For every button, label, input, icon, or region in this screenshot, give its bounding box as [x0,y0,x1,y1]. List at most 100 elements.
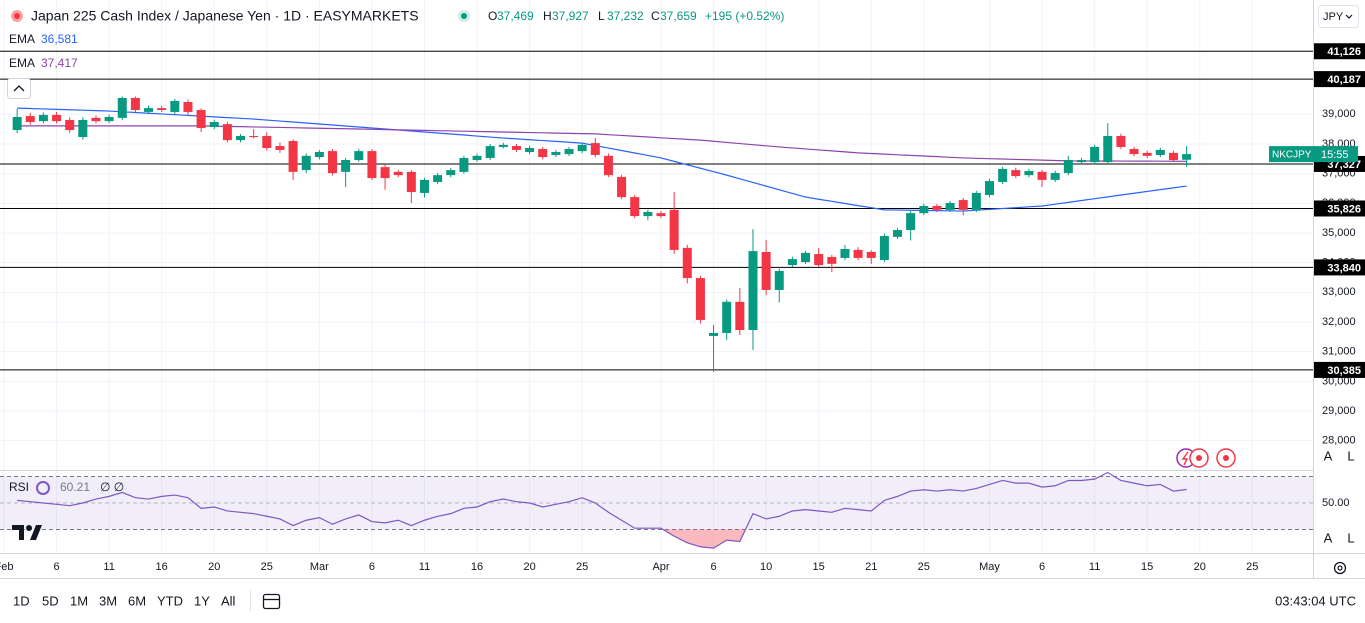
candle-body [249,135,259,138]
candle-body [761,251,771,290]
candle-body [262,135,272,148]
settings-icon-center [1337,565,1343,571]
hline-label: 40,187 [1327,74,1361,86]
currency-button[interactable] [1318,5,1359,28]
y-tick-label: 35,000 [1322,227,1356,239]
candle-body [709,332,719,336]
x-tick-label: 11 [1089,561,1100,573]
y-tick-label: 28,000 [1322,435,1356,447]
price-axis [1313,0,1365,578]
hline-label-box [1314,259,1365,276]
candle-body [1168,152,1178,161]
hline-label-box [1314,43,1365,60]
rsi-pane [17,471,1187,549]
range-button[interactable]: 1D [13,593,30,608]
candle-body [157,108,167,111]
x-tick-label: 16 [156,561,168,573]
range-button[interactable]: All [221,593,236,608]
candle-body [25,116,35,123]
x-tick-label: 20 [523,561,535,573]
rsi-legend-value: 60.21 [60,480,90,494]
scale-button[interactable]: A [1324,448,1333,463]
scale-button[interactable]: A [1324,530,1333,545]
symbol-label-box [1269,146,1314,163]
x-tick-label: 15 [1141,561,1153,573]
candle-body [1063,160,1073,174]
candle-body [498,144,508,147]
candle-body [998,168,1008,182]
axis-background [1313,0,1365,578]
range-button[interactable]: 1Y [194,593,210,608]
candle-body [643,211,653,217]
chevron-up-icon [13,85,25,92]
candle-body [656,213,666,217]
candle-body [971,192,981,210]
hline-label-box [1314,200,1365,217]
rsi-legend-name: RSI [9,480,29,494]
rsi-legend-extra: ∅ ∅ [100,480,124,494]
ohlc-value: 37,232 [607,9,644,23]
y-tick-label: 29,000 [1322,405,1356,417]
event-icon-bolt [1181,451,1189,466]
calendar-icon[interactable] [262,593,281,610]
event-icon-dot [1196,455,1202,461]
candle-body [748,251,758,331]
candle-body [682,247,692,279]
candle-body [367,151,377,179]
logo [12,525,42,540]
candle-body [459,157,469,172]
x-tick-label: 20 [1194,561,1206,573]
y-tick-label: 39,000 [1322,108,1356,120]
scale-button[interactable]: L [1347,530,1354,545]
collapse-legend-button[interactable] [7,78,31,99]
price-axis-labels: 28,00029,00030,00031,00032,00033,00034,0… [1269,43,1365,509]
x-tick-label: 6 [53,561,59,573]
candle-body [893,230,903,237]
ema-line [17,107,1187,212]
candle-body [1011,170,1021,177]
candle-body [814,254,824,266]
candle-body [65,119,75,131]
market-status-dot [461,13,467,19]
x-tick-label: 11 [103,561,114,573]
candle-body [879,235,889,260]
range-button[interactable]: YTD [157,593,183,608]
candle-body [577,144,587,152]
y-tick-label: 31,000 [1322,346,1356,358]
legend-value: 37,417 [41,56,78,70]
range-button[interactable]: 1M [70,593,88,608]
hline-label: 41,126 [1327,46,1361,58]
x-tick-label: 20 [208,561,220,573]
candle-body [630,197,640,217]
ohlc-value: 37,659 [660,9,697,23]
rsi-background [0,475,1313,531]
candle-body [485,146,495,158]
ohlc-label: L [598,9,605,23]
x-tick-label: Apr [652,561,669,573]
x-tick-label: 6 [1039,561,1045,573]
legend-name: EMA [9,56,35,70]
range-button[interactable]: 3M [99,593,117,608]
candle-body [1037,171,1047,180]
grid [0,0,1313,553]
range-button[interactable]: 6M [128,593,146,608]
x-tick-label: May [979,561,1000,573]
candle-body [314,151,324,158]
candle-body [446,170,456,176]
candle-body [787,259,797,266]
candle-body [301,155,311,171]
candle-body [183,102,193,112]
candle-body [275,146,285,150]
candle-body [144,108,154,112]
hline-label-box [1314,361,1365,378]
settings-icon[interactable] [1333,561,1347,575]
x-tick-label: 10 [760,561,772,573]
candle-body [985,181,994,196]
candle-body [341,160,351,172]
scale-button[interactable]: L [1347,448,1354,463]
range-button[interactable]: 5D [42,593,59,608]
symbol-title: Japan 225 Cash Index / Japanese Yen · 1D… [31,8,419,24]
